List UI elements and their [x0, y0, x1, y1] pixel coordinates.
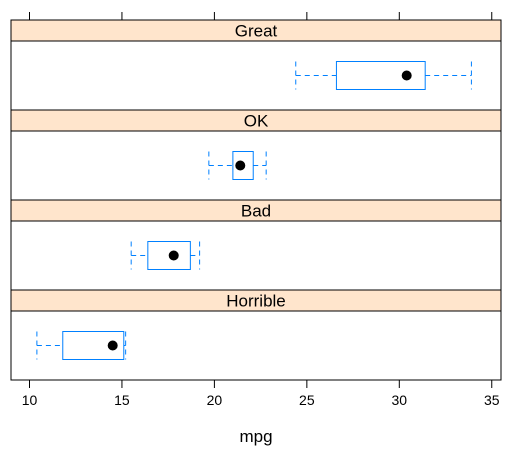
tick-label-35: 35 — [484, 392, 500, 408]
panel-great: Great — [11, 20, 501, 110]
strip-label-bad: Bad — [241, 202, 271, 221]
median-dot-bad — [169, 251, 179, 261]
tick-label-10: 10 — [22, 392, 38, 408]
panel-body-bad — [11, 221, 501, 290]
panel-body-horrible — [11, 311, 501, 380]
tick-label-20: 20 — [207, 392, 223, 408]
strip-label-ok: OK — [244, 112, 269, 131]
strip-label-horrible: Horrible — [226, 292, 286, 311]
strip-label-great: Great — [235, 22, 278, 41]
median-dot-ok — [235, 161, 245, 171]
x-axis-title: mpg — [239, 427, 272, 446]
tick-label-30: 30 — [392, 392, 408, 408]
median-dot-horrible — [108, 341, 118, 351]
panels: Great OK Bad Horrible — [11, 20, 501, 380]
panel-ok: OK — [11, 110, 501, 200]
tick-label-25: 25 — [299, 392, 315, 408]
median-dot-great — [402, 71, 412, 81]
tick-label-15: 15 — [114, 392, 130, 408]
panel-bad: Bad — [11, 200, 501, 290]
panel-horrible: Horrible — [11, 290, 501, 380]
